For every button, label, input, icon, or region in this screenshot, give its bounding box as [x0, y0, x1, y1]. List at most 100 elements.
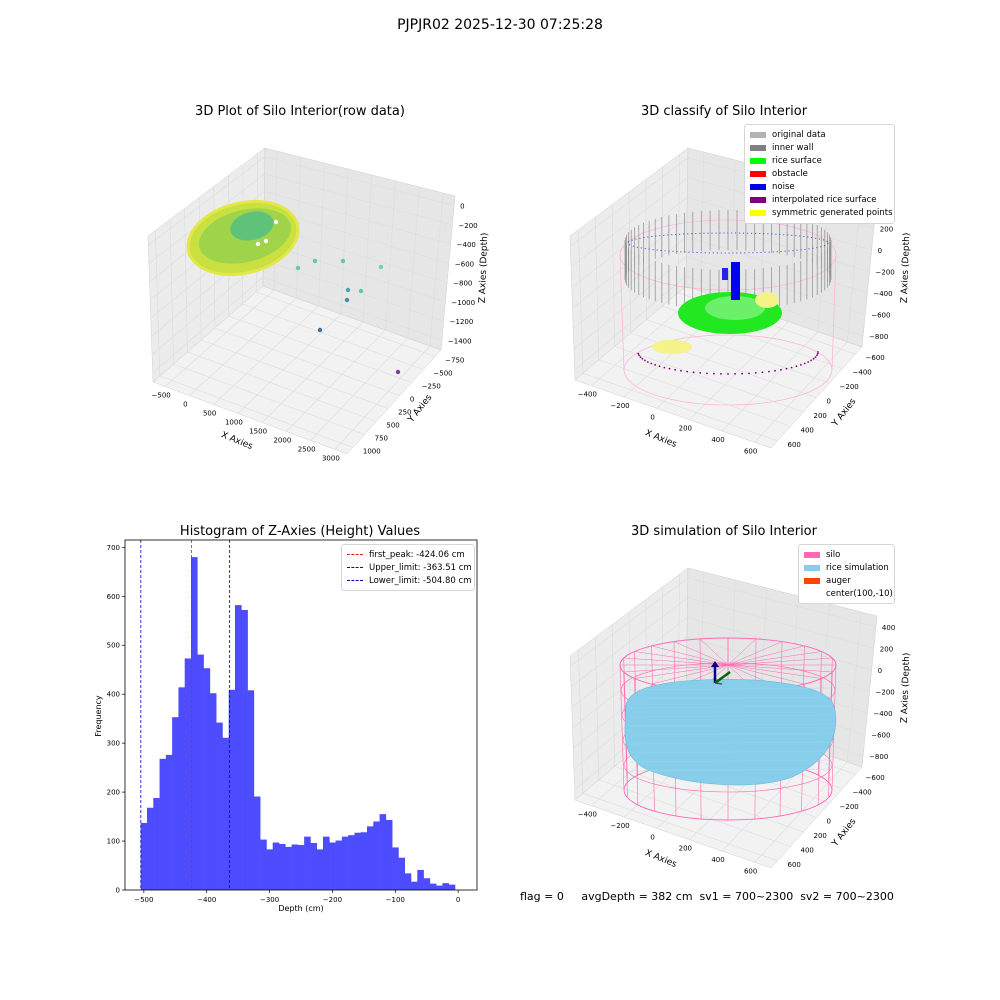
rice-cloud-inner — [198, 208, 292, 264]
left-back-wall — [147, 147, 266, 383]
silo-roof-spoke — [727, 664, 822, 679]
left-back-wall — [569, 147, 689, 381]
silo-roof-spoke — [634, 651, 729, 666]
interpolated-point — [768, 370, 770, 373]
grid-line — [173, 363, 365, 435]
grid-line — [263, 242, 446, 303]
silo-roof-spoke — [727, 664, 833, 673]
x-tick-label: −200 — [610, 822, 629, 830]
silo-ring — [622, 712, 834, 768]
y-tick-label: 600 — [107, 593, 120, 601]
grid-line — [334, 345, 431, 450]
grid-line — [242, 164, 244, 305]
data-point — [345, 287, 351, 293]
y-tick-label: 250 — [398, 409, 411, 417]
histogram-bar — [411, 881, 418, 890]
grid-line — [729, 159, 736, 302]
grid-line — [686, 216, 870, 272]
x-tick-label: 600 — [744, 867, 757, 875]
interpolated-point — [817, 351, 819, 353]
interpolated-point — [790, 366, 793, 369]
interpolated-point — [814, 356, 817, 358]
grid-line — [591, 290, 701, 386]
interpolated-point — [780, 368, 782, 371]
legend-item-silo: silo — [804, 548, 889, 561]
silo-roof-spoke — [727, 641, 783, 666]
x-tick-label: 1000 — [225, 419, 243, 427]
rice-surface — [678, 292, 782, 334]
grid-line — [385, 180, 396, 331]
grid-line — [570, 177, 688, 268]
silo-vertical — [619, 664, 625, 791]
grid-line — [263, 225, 448, 283]
legend-item-rice-simulation: rice simulation — [804, 561, 889, 574]
silo-bottom-ring — [623, 759, 833, 821]
legend-item-rice-surface: rice surface — [750, 154, 889, 167]
interpolated-point — [734, 373, 736, 375]
histogram-bar — [316, 849, 324, 890]
y-tick-label: −750 — [445, 357, 464, 365]
silo-roof-spoke — [727, 657, 833, 666]
x-axis-label: X Axies — [219, 430, 254, 452]
interpolated-point — [680, 369, 682, 372]
rice-mesh-line — [629, 723, 831, 727]
legend-swatch — [750, 170, 766, 177]
grid-line — [686, 676, 866, 735]
grid-line — [264, 208, 449, 264]
silo-roof-spoke — [699, 638, 729, 666]
interpolated-point — [748, 372, 750, 375]
z-tick-label: 0 — [878, 667, 882, 675]
floor-pane — [574, 705, 863, 869]
y-tick-label: 600 — [788, 441, 801, 449]
z-axis-label: Z Axies (Depth) — [478, 233, 490, 304]
x-tick-label: 3000 — [322, 455, 340, 463]
data-point — [263, 238, 269, 244]
silo-vertical — [623, 671, 628, 798]
grid-line — [687, 616, 872, 671]
silo-vertical — [673, 688, 677, 817]
grid-line — [582, 793, 778, 862]
y-axis-label: Frequency — [94, 695, 103, 737]
grid-line — [578, 229, 584, 374]
data-point — [340, 258, 346, 264]
histogram-bar — [323, 836, 330, 890]
histogram-bar — [310, 843, 318, 890]
grid-line — [646, 319, 830, 384]
histogram-bar — [172, 717, 179, 890]
grid-line — [573, 676, 687, 770]
interpolated-point — [639, 356, 642, 358]
interpolated-point — [741, 372, 743, 375]
silo-vertical — [634, 651, 639, 776]
interpolated-point — [812, 357, 815, 360]
simulation-legend: silo rice simulation auger center(100,-1… — [798, 544, 895, 605]
auger-y-arrow — [714, 670, 731, 685]
grid-line — [645, 179, 647, 320]
interpolated-point — [692, 371, 695, 374]
data-point — [358, 288, 364, 294]
y-tick-label: 400 — [801, 846, 814, 854]
x-axis-label: X Axies — [643, 848, 678, 870]
silo-vertical — [699, 691, 702, 820]
silo-roof-spoke — [699, 664, 729, 692]
grid-line — [237, 313, 342, 414]
x-tick-label: −500 — [134, 896, 153, 904]
x-axis-label: Depth (cm) — [278, 904, 323, 913]
y-tick-label: 0 — [410, 396, 414, 404]
grid-line — [686, 636, 870, 692]
rice-mesh-line — [629, 759, 831, 763]
z-tick-label: −800 — [453, 280, 472, 288]
grid-line — [573, 656, 687, 749]
histogram-bar — [285, 846, 292, 890]
histogram-bar — [260, 839, 267, 890]
legend-line — [347, 567, 363, 569]
noise-cluster — [722, 268, 728, 280]
grid-line — [759, 587, 768, 732]
y-tick-label: −600 — [866, 774, 885, 782]
grid-line — [729, 579, 736, 722]
rice-mesh-line — [629, 741, 831, 745]
silo-vertical — [779, 688, 783, 817]
grid-line — [817, 603, 831, 752]
legend-item-symmetric-generated-points: symmetric generated points — [750, 207, 893, 220]
silo-vertical — [828, 657, 833, 783]
grid-line — [661, 586, 664, 727]
